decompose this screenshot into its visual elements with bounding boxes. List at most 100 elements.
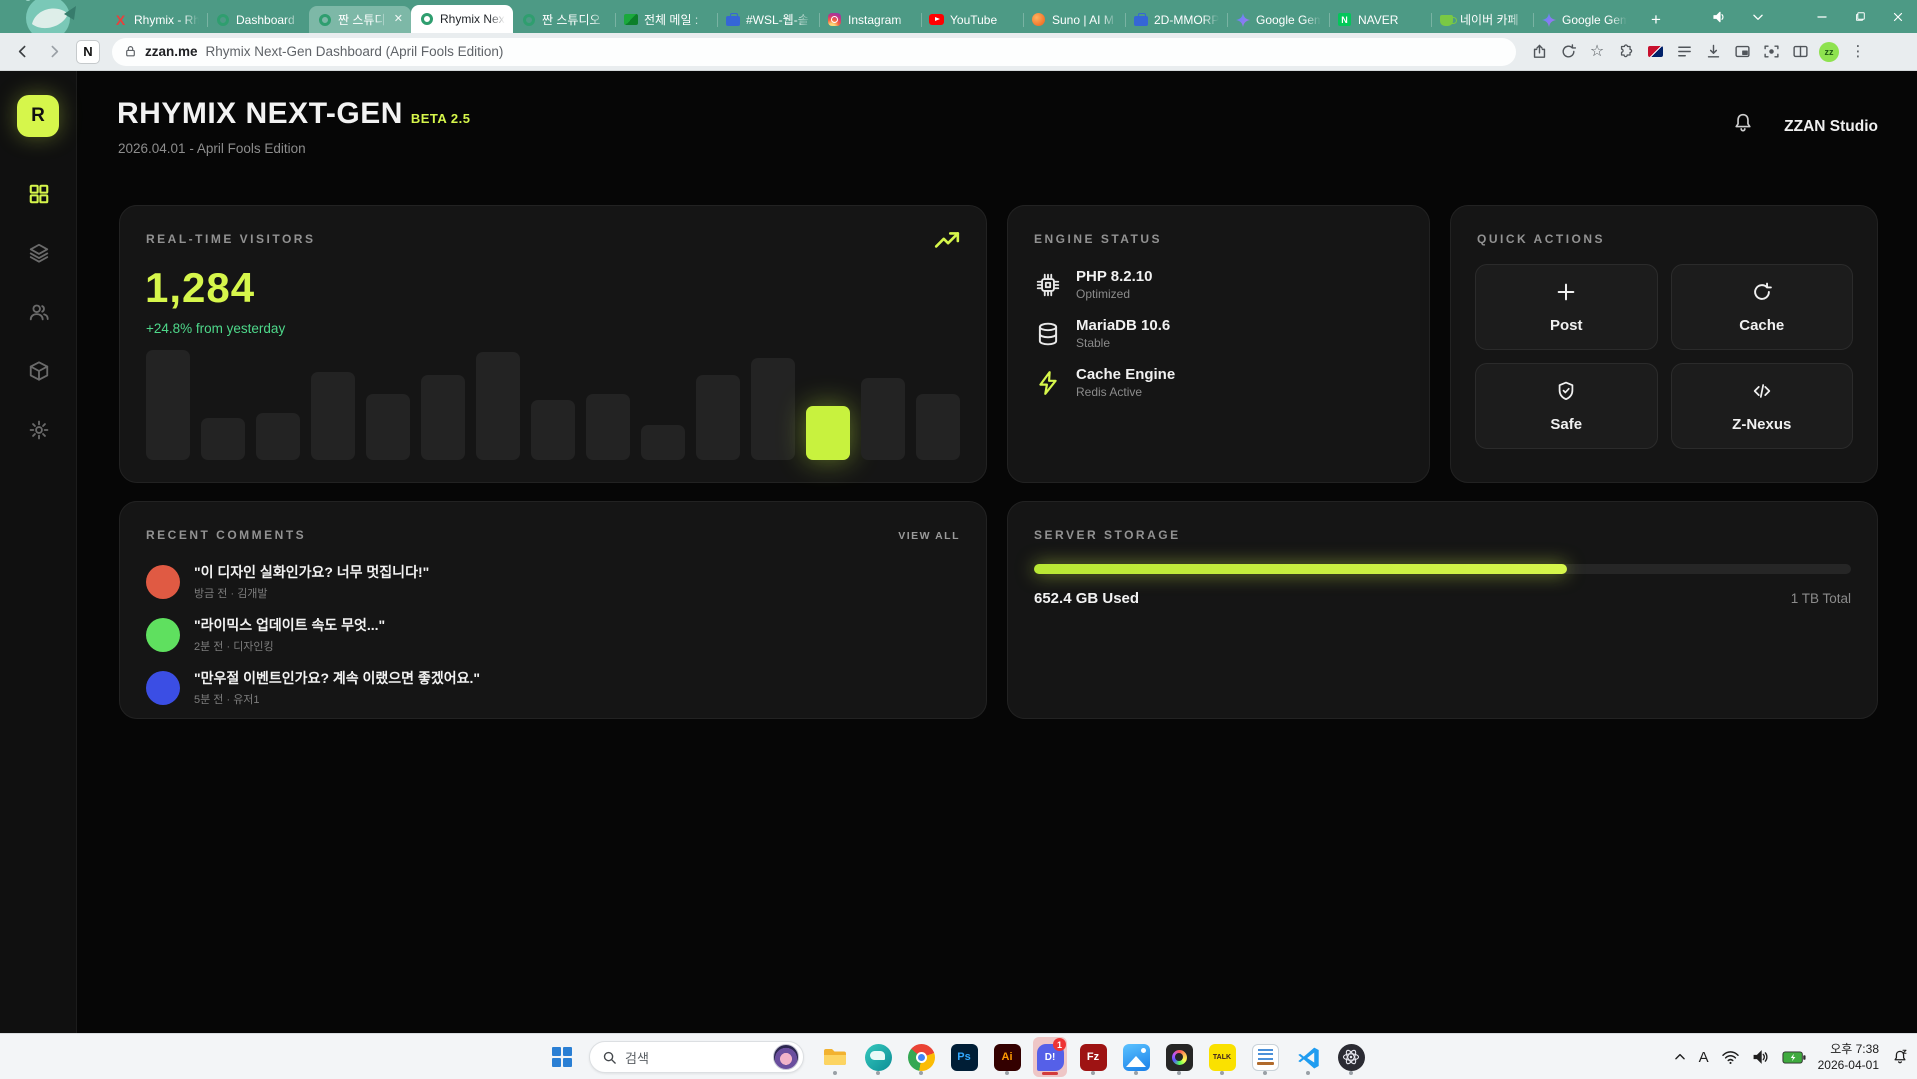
screen-capture-icon[interactable] — [1758, 39, 1784, 65]
notification-bell-icon[interactable] — [1732, 111, 1754, 138]
search-highlight-image[interactable] — [773, 1044, 799, 1070]
site-url: zzan.me — [145, 44, 198, 59]
taskbar-app-creative-cloud[interactable] — [1162, 1037, 1196, 1077]
quick-action-post-button[interactable]: Post — [1475, 264, 1658, 350]
browser-tab[interactable]: #WSL-웹-솔 — [717, 6, 819, 33]
extensions-icon[interactable] — [1613, 39, 1639, 65]
recent-comments-card: RECENT COMMENTS VIEW ALL "이 디자인 실화인가요? 너… — [119, 501, 987, 719]
taskbar-app-illustrator[interactable]: Ai — [990, 1037, 1024, 1077]
tray-overflow-chevron-icon[interactable] — [1673, 1050, 1687, 1064]
view-all-link[interactable]: VIEW ALL — [898, 530, 960, 542]
browser-tab[interactable]: YouTube — [921, 6, 1023, 33]
split-view-icon[interactable] — [1787, 39, 1813, 65]
profile-icon[interactable]: zz — [1816, 39, 1842, 65]
ime-indicator[interactable]: A — [1698, 1048, 1709, 1066]
address-bar[interactable]: zzan.me Rhymix Next-Gen Dashboard (April… — [112, 37, 1516, 66]
browser-tab[interactable]: 짠 스튜디 ✕ — [309, 6, 411, 33]
visitors-bar — [531, 399, 575, 460]
visitors-bar — [861, 377, 905, 460]
taskbar-app-filezilla[interactable]: Fz — [1076, 1037, 1110, 1077]
taskbar-clock[interactable]: 오후 7:38 2026-04-01 — [1818, 1041, 1879, 1073]
engine-item-status: Redis Active — [1076, 385, 1143, 399]
window-maximize-icon[interactable] — [1841, 0, 1879, 33]
tab-close-icon[interactable]: ✕ — [393, 13, 403, 25]
rhymix-logo[interactable]: R — [17, 95, 59, 137]
taskbar-apps: Ps Ai D! 1 Fz TALK — [818, 1037, 1368, 1077]
browser-tab[interactable]: 전체 메일 : — [615, 6, 717, 33]
tab-label: 짠 스튜디 — [338, 13, 386, 27]
browser-tab[interactable]: Google Gem — [1227, 6, 1329, 33]
taskbar-app-photos[interactable] — [1119, 1037, 1153, 1077]
refresh-icon[interactable] — [1555, 39, 1581, 65]
quick-action-z-nexus-button[interactable]: Z-Nexus — [1670, 363, 1853, 449]
visitor-delta: +24.8% from yesterday — [146, 321, 286, 336]
tab-label: Rhymix Nex — [440, 12, 505, 26]
browser-tab[interactable]: 2D-MMORP — [1125, 6, 1227, 33]
taskbar-app-atom-app[interactable] — [1334, 1037, 1368, 1077]
browser-tab[interactable]: 네이버 카페 — [1431, 6, 1533, 33]
sidebar-item-dashboard-grid[interactable] — [24, 179, 54, 209]
search-placeholder: 검색 — [625, 1050, 649, 1066]
share-icon[interactable] — [1526, 39, 1552, 65]
notification-bell-z-icon[interactable] — [1891, 1048, 1909, 1066]
start-button[interactable] — [545, 1040, 579, 1074]
taskbar-app-chrome[interactable] — [904, 1037, 938, 1077]
menu-icon[interactable]: ⋮ — [1850, 43, 1866, 60]
taskbar-app-d-messenger[interactable]: D! 1 — [1033, 1037, 1067, 1077]
volume-icon[interactable] — [1752, 1049, 1770, 1065]
browser-tab[interactable]: Instagram — [819, 6, 921, 33]
quick-action-safe-button[interactable]: Safe — [1475, 363, 1658, 449]
window-close-icon[interactable] — [1879, 0, 1917, 33]
reading-list-icon[interactable] — [1671, 39, 1697, 65]
browser-tab[interactable]: Dashboard — [207, 6, 309, 33]
battery-icon[interactable] — [1782, 1051, 1806, 1064]
taskbar-app-file-explorer[interactable] — [818, 1037, 852, 1077]
browser-tab[interactable]: Google Gem — [1533, 6, 1635, 33]
sidebar-item-users[interactable] — [24, 297, 54, 327]
sidebar-item-settings-gear[interactable] — [24, 415, 54, 445]
translate-flag-icon[interactable] — [1642, 39, 1668, 65]
browser-tab[interactable]: Rhymix Nex — [411, 5, 513, 33]
storage-total: 1 TB Total — [1790, 591, 1851, 606]
tab-label: 전체 메일 : — [644, 13, 699, 27]
quick-action-cache-button[interactable]: Cache — [1670, 264, 1853, 350]
comment-row[interactable]: "만우절 이벤트인가요? 계속 이랬으면 좋겠어요." 5분 전 · 유저1 — [146, 668, 960, 707]
window-tab-search-icon[interactable] — [1739, 0, 1777, 33]
browser-tab[interactable]: Suno | AI M — [1023, 6, 1125, 33]
taskbar-app-photoshop[interactable]: Ps — [947, 1037, 981, 1077]
running-indicator — [1349, 1071, 1353, 1075]
window-minimize-icon[interactable] — [1803, 0, 1841, 33]
wifi-icon[interactable] — [1721, 1050, 1740, 1065]
comment-row[interactable]: "이 디자인 실화인가요? 너무 멋집니다!" 방금 전 · 김개발 — [146, 562, 960, 601]
forward-icon[interactable] — [40, 38, 68, 66]
browser-tab[interactable]: N NAVER — [1329, 6, 1431, 33]
browser-tab[interactable]: X Rhymix - Rh — [105, 6, 207, 33]
running-indicator — [1220, 1071, 1224, 1075]
taskbar-app-notes[interactable] — [1248, 1037, 1282, 1077]
running-indicator — [876, 1071, 880, 1075]
bookmark-icon[interactable]: ☆ — [1589, 42, 1605, 60]
taskbar-app-whale-browser[interactable] — [861, 1037, 895, 1077]
comment-body: "이 디자인 실화인가요? 너무 멋집니다!" 방금 전 · 김개발 — [194, 562, 429, 601]
profile-avatar[interactable]: zz — [1819, 41, 1839, 62]
download-icon[interactable] — [1700, 39, 1726, 65]
window-volume-icon[interactable] — [1701, 0, 1739, 33]
pip-icon[interactable] — [1729, 39, 1755, 65]
browser-tab[interactable]: 짠 스튜디오 — [513, 6, 615, 33]
taskbar-app-kakaotalk[interactable]: TALK — [1205, 1037, 1239, 1077]
naver-extension-icon[interactable]: N — [76, 39, 100, 64]
engine-status-row: Cache Engine Redis Active — [1034, 366, 1409, 399]
running-indicator — [1042, 1072, 1058, 1075]
tab-label: Google Gem — [1562, 12, 1627, 27]
comment-row[interactable]: "라이믹스 업데이트 속도 무엇..." 2분 전 · 디자인킹 — [146, 615, 960, 654]
taskbar-app-vscode[interactable] — [1291, 1037, 1325, 1077]
taskbar-search-input[interactable]: 검색 — [589, 1041, 804, 1073]
back-icon[interactable] — [8, 38, 36, 66]
new-tab-button[interactable]: + — [1651, 10, 1661, 29]
tab-favicon-naver-icon: N — [1337, 12, 1352, 27]
account-name[interactable]: ZZAN Studio — [1784, 118, 1878, 135]
briefcase-favicon-icon — [1133, 13, 1148, 26]
sidebar-item-package[interactable] — [24, 356, 54, 386]
engine-status-row: PHP 8.2.10 Optimized — [1034, 268, 1409, 301]
sidebar-item-layers[interactable] — [24, 238, 54, 268]
